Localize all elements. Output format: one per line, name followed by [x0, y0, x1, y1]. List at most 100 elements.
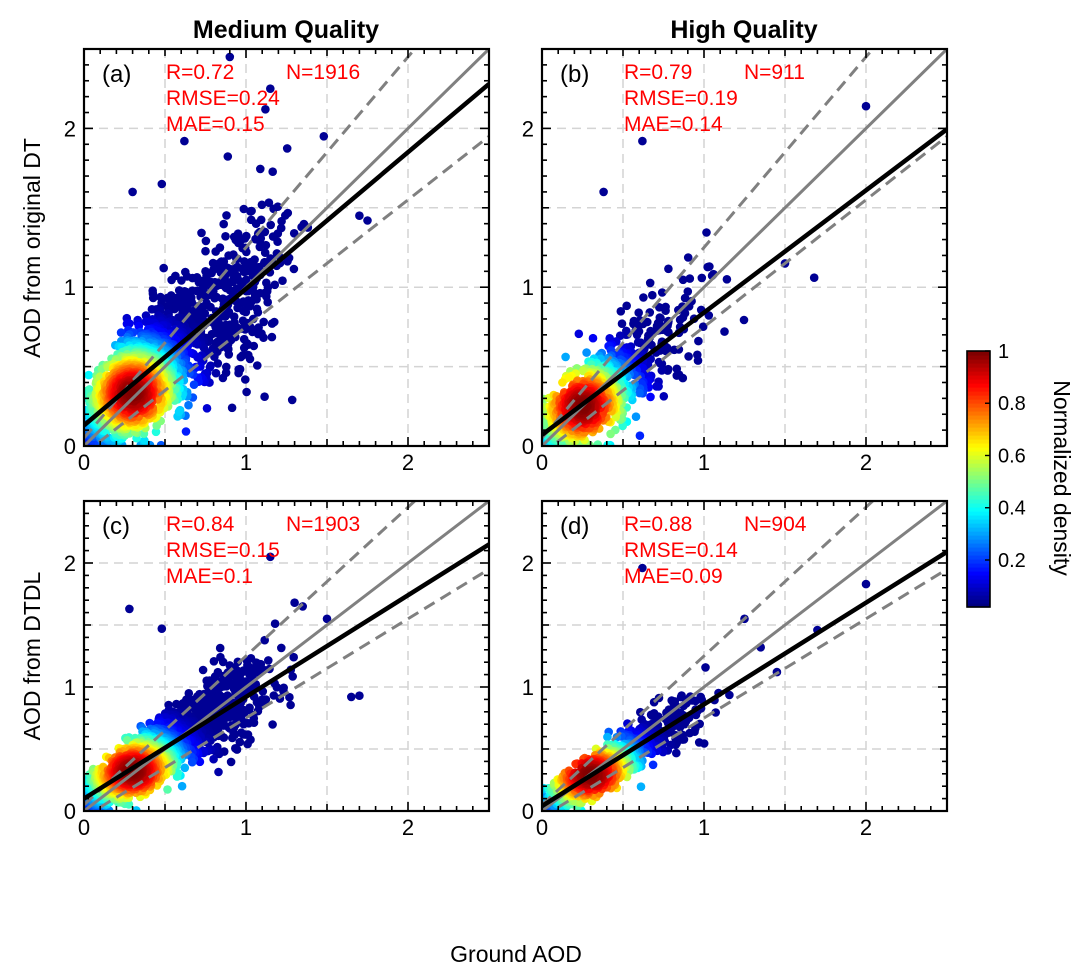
- fit-line: [84, 82, 489, 428]
- fit-line: [542, 127, 947, 437]
- scatter-point: [214, 767, 223, 777]
- scatter-point: [116, 328, 126, 337]
- scatter-point: [197, 228, 206, 238]
- scatter-point: [210, 293, 219, 303]
- scatter-point: [289, 264, 299, 274]
- scatter-point: [639, 293, 648, 302]
- scatter-point: [266, 552, 275, 562]
- scatter-point: [249, 341, 259, 351]
- scatter-point: [211, 247, 220, 256]
- scatter-point: [181, 427, 191, 436]
- scatter-point: [282, 144, 292, 153]
- scatter-point: [683, 253, 693, 262]
- scatter-point: [279, 683, 289, 693]
- stat-rmse: RMSE=0.24: [166, 87, 280, 110]
- scatter-point: [220, 693, 229, 702]
- scatter-point: [177, 276, 186, 285]
- scatter-point: [289, 652, 299, 662]
- scatter-point: [646, 326, 655, 336]
- scatter-point: [243, 739, 252, 749]
- scatter-point: [218, 657, 228, 667]
- scatter-point: [224, 251, 233, 260]
- scatter-point: [861, 101, 871, 111]
- ylabel-dtdl: AOD from DTDL: [19, 571, 45, 740]
- scatter-point: [635, 431, 645, 441]
- scatter-point: [652, 382, 661, 391]
- scatter-point: [322, 614, 332, 624]
- scatter-point: [252, 361, 262, 370]
- scatter-point: [270, 280, 280, 290]
- stat-r: R=0.72: [166, 61, 234, 84]
- panel-label: (b): [560, 61, 589, 88]
- scatter-point: [266, 84, 275, 93]
- y-tick-label: 1: [64, 275, 76, 300]
- scatter-point: [239, 297, 248, 306]
- scatter-point: [656, 314, 665, 323]
- scatter-point: [189, 380, 199, 390]
- scatter-point: [211, 368, 221, 378]
- scatter-point: [645, 278, 655, 288]
- scatter-point: [239, 267, 249, 277]
- scatter-point: [148, 286, 157, 296]
- scatter-point: [147, 305, 157, 314]
- scatter-point: [617, 319, 627, 329]
- scatter-point: [187, 298, 196, 307]
- scatter-point: [177, 781, 187, 791]
- scatter-point: [633, 338, 643, 347]
- scatter-point: [239, 204, 249, 214]
- scatter-point: [235, 364, 245, 374]
- scatter-point: [246, 207, 255, 216]
- one-to-one-line: [84, 49, 489, 446]
- scatter-point: [225, 320, 235, 330]
- scatter-point: [582, 348, 591, 357]
- scatter-point: [229, 232, 239, 242]
- scatter-point: [683, 287, 693, 296]
- scatter-point: [239, 334, 249, 344]
- scatter-point: [616, 307, 626, 316]
- scatter-point: [288, 672, 298, 681]
- scatter-point: [132, 806, 141, 811]
- scatter-point: [255, 164, 265, 174]
- scatter-point: [648, 290, 657, 300]
- scatter-point: [239, 306, 248, 316]
- scatter-point: [220, 312, 230, 321]
- scatter-point: [187, 757, 197, 767]
- scatter-point: [574, 329, 584, 339]
- scatter-point: [219, 733, 229, 742]
- scatter-point: [720, 327, 729, 336]
- envelope-upper-line: [542, 49, 875, 440]
- scatter-point: [693, 356, 703, 365]
- scatter-point: [253, 308, 263, 317]
- stat-mae: MAE=0.14: [624, 113, 723, 136]
- scatter-point: [243, 666, 253, 675]
- scatter-point: [240, 325, 250, 334]
- scatter-point: [172, 772, 182, 781]
- scatter-point: [222, 362, 231, 372]
- scatter-point: [638, 136, 647, 146]
- scatter-point: [347, 692, 356, 702]
- scatter-point: [268, 232, 278, 241]
- scatter-point: [270, 619, 280, 628]
- x-tick-label: 2: [860, 450, 872, 475]
- x-tick-label: 1: [698, 450, 710, 475]
- scatter-point: [631, 412, 641, 422]
- panel-label: (a): [102, 61, 131, 88]
- scatter-point: [219, 219, 228, 229]
- xlabel-ground-aod: Ground AOD: [450, 941, 582, 967]
- scatter-point: [257, 200, 267, 210]
- scatter-point: [363, 216, 372, 225]
- scatter-point: [232, 745, 242, 754]
- y-tick-label: 0: [64, 434, 76, 459]
- scatter-point: [558, 378, 567, 387]
- scatter-point: [278, 276, 287, 286]
- scatter-point: [180, 136, 189, 146]
- scatter-point: [240, 257, 249, 266]
- scatter-point: [685, 274, 695, 283]
- scatter-point: [697, 273, 707, 283]
- scatter-point: [290, 598, 299, 607]
- scatter-point: [225, 52, 235, 62]
- y-tick-label: 1: [522, 275, 534, 300]
- scatter-point: [593, 440, 603, 446]
- column-title-high: High Quality: [670, 16, 817, 44]
